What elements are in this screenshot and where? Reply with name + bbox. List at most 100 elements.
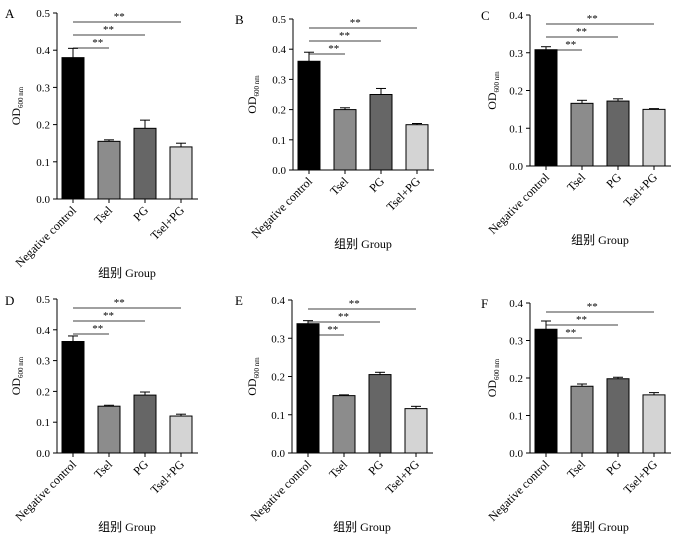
x-tick-label: PG bbox=[130, 457, 151, 478]
x-tick-label: Tsel bbox=[326, 457, 350, 481]
chart-panel-d: D 0.0 0.1 0.2 0.3 0.4 0.5 Negative control Tsel P… bbox=[5, 293, 198, 534]
significance-marker: ** bbox=[565, 39, 576, 51]
panel-label: F bbox=[481, 296, 488, 311]
y-tick-label: 0.0 bbox=[36, 194, 50, 206]
bar-3 bbox=[606, 378, 630, 454]
y-axis-label: OD600 nm bbox=[245, 75, 261, 114]
y-axis-label: OD600 nm bbox=[9, 356, 25, 395]
significance-marker: ** bbox=[565, 327, 576, 339]
x-tick-label: Tsel bbox=[564, 457, 588, 481]
x-tick-label: Tsel+PG bbox=[384, 174, 424, 214]
y-tick-label: 0.2 bbox=[36, 386, 50, 398]
y-tick-label: 0.2 bbox=[272, 105, 286, 117]
y-axis-label: OD600 nm bbox=[9, 86, 25, 125]
significance-marker: ** bbox=[327, 324, 338, 336]
y-tick-label: 0.0 bbox=[272, 165, 286, 177]
x-tick-label: Tsel bbox=[91, 457, 115, 481]
bar-3 bbox=[368, 374, 392, 454]
y-tick-label: 0.3 bbox=[509, 336, 523, 348]
y-tick-label: 0.0 bbox=[36, 448, 50, 460]
x-tick-label: Tsel bbox=[91, 203, 115, 227]
x-tick-label: PG bbox=[365, 457, 386, 478]
y-axis-label: OD600 nm bbox=[485, 358, 501, 397]
chart-panel-c: C 0.0 0.1 0.2 0.3 0.4 Negative control Tsel PGTs… bbox=[481, 8, 671, 247]
bar-4 bbox=[404, 408, 428, 454]
y-tick-label: 0.2 bbox=[271, 372, 285, 384]
x-tick-label: Negative control bbox=[248, 174, 315, 241]
significance-marker: ** bbox=[103, 24, 114, 36]
y-tick-label: 0.3 bbox=[272, 74, 286, 86]
bar-2 bbox=[333, 109, 357, 171]
y-axis-label: OD600 nm bbox=[245, 357, 261, 396]
y-tick-label: 0.4 bbox=[509, 298, 523, 310]
x-axis-label: 组别 Group bbox=[334, 237, 392, 251]
significance-marker: ** bbox=[103, 310, 114, 322]
y-tick-label: 0.3 bbox=[36, 356, 50, 368]
chart-panel-b: B 0.0 0.1 0.2 0.3 0.4 0.5 Negative control Tsel P… bbox=[235, 12, 434, 251]
bar-3 bbox=[606, 100, 630, 167]
y-tick-label: 0.5 bbox=[36, 8, 50, 20]
significance-marker: ** bbox=[328, 43, 339, 55]
y-tick-label: 0.5 bbox=[36, 294, 50, 306]
y-tick-label: 0.2 bbox=[509, 373, 523, 385]
bar-1 bbox=[297, 60, 321, 171]
y-tick-label: 0.1 bbox=[509, 123, 523, 135]
x-tick-label: Negative control bbox=[485, 457, 552, 524]
x-axis-label: 组别 Group bbox=[98, 266, 156, 280]
x-tick-label: Negative control bbox=[247, 457, 314, 524]
significance-marker: ** bbox=[587, 301, 598, 313]
y-tick-label: 0.3 bbox=[509, 48, 523, 60]
y-tick-label: 0.4 bbox=[509, 10, 523, 22]
significance-marker: ** bbox=[338, 311, 349, 323]
x-tick-label: Negative control bbox=[485, 170, 552, 237]
chart-panel-f: F 0.0 0.1 0.2 0.3 0.4 Negative control Tsel PGTs… bbox=[481, 296, 671, 534]
bar-2 bbox=[332, 395, 356, 454]
bar-2 bbox=[570, 102, 594, 167]
significance-marker: ** bbox=[576, 26, 587, 38]
x-axis-label: 组别 Group bbox=[98, 520, 156, 534]
significance-marker: ** bbox=[350, 17, 361, 29]
x-tick-label: Tsel+PG bbox=[621, 170, 661, 210]
x-tick-label: PG bbox=[130, 203, 151, 224]
x-axis-label: 组别 Group bbox=[571, 233, 629, 247]
y-tick-label: 0.4 bbox=[36, 45, 50, 57]
x-tick-label: Tsel+PG bbox=[621, 457, 661, 497]
bar-3 bbox=[133, 394, 157, 454]
x-tick-label: Tsel bbox=[327, 174, 351, 198]
bar-1 bbox=[534, 49, 558, 167]
significance-marker: ** bbox=[339, 30, 350, 42]
y-tick-label: 0.0 bbox=[509, 448, 523, 460]
x-tick-label: Tsel bbox=[564, 170, 588, 194]
bar-4 bbox=[169, 415, 193, 454]
y-tick-label: 0.1 bbox=[36, 157, 50, 169]
bar-1 bbox=[61, 57, 85, 200]
x-tick-label: Tsel+PG bbox=[148, 457, 188, 497]
significance-marker: ** bbox=[114, 11, 125, 23]
chart-panel-e: E 0.0 0.1 0.2 0.3 0.4 Negative control Tsel PGTs… bbox=[235, 293, 433, 534]
bar-2 bbox=[97, 140, 121, 200]
bar-4 bbox=[405, 124, 429, 171]
significance-marker: ** bbox=[349, 298, 360, 310]
y-tick-label: 0.4 bbox=[272, 44, 286, 56]
panel-label: E bbox=[235, 293, 243, 308]
bar-2 bbox=[570, 385, 594, 454]
y-tick-label: 0.3 bbox=[271, 333, 285, 345]
significance-marker: ** bbox=[92, 37, 103, 49]
y-tick-label: 0.2 bbox=[36, 120, 50, 132]
x-tick-label: Negative control bbox=[12, 203, 79, 270]
y-axis-label: OD600 nm bbox=[485, 71, 501, 110]
bar-3 bbox=[133, 127, 157, 200]
bar-1 bbox=[534, 328, 558, 454]
y-tick-label: 0.1 bbox=[36, 417, 50, 429]
significance-marker: ** bbox=[92, 323, 103, 335]
x-tick-label: Tsel+PG bbox=[383, 457, 423, 497]
panel-label: C bbox=[481, 8, 490, 23]
significance-marker: ** bbox=[576, 314, 587, 326]
y-tick-label: 0.1 bbox=[271, 410, 285, 422]
significance-marker: ** bbox=[587, 13, 598, 25]
x-tick-label: Tsel+PG bbox=[148, 203, 188, 243]
y-tick-label: 0.0 bbox=[271, 448, 285, 460]
bar-1 bbox=[61, 341, 85, 454]
x-tick-label: PG bbox=[603, 170, 624, 191]
